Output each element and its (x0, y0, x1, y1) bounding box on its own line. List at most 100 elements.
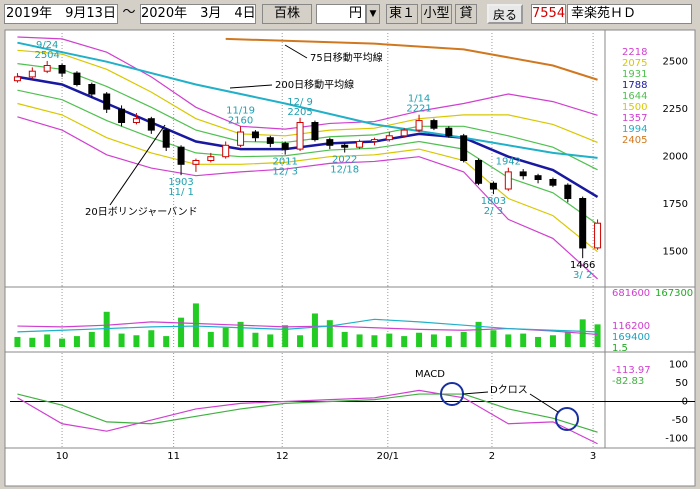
volume-bar (356, 334, 363, 347)
volume-bar (401, 336, 408, 347)
annotation: 1942 (496, 157, 521, 168)
line-series (17, 389, 598, 445)
series-last-label: -82.83 (612, 376, 644, 387)
annotation: 11/19 (226, 105, 255, 116)
candle-body (73, 72, 81, 85)
candle-body (118, 108, 126, 123)
x-tick-label: 2 (489, 451, 495, 462)
lending: 貸 (455, 4, 477, 24)
line-series (225, 37, 598, 81)
candle-body (489, 182, 497, 190)
series-last-label: 1994 (622, 124, 647, 135)
candle-body (385, 135, 393, 141)
volume-bar (282, 325, 289, 347)
x-tick-label: 10 (56, 451, 69, 462)
candle-body (103, 93, 111, 110)
date-to[interactable]: 2020年 3月 4日 (140, 4, 256, 24)
volume-bar (103, 311, 110, 347)
candle-body (311, 122, 319, 141)
annotation: 12/ 9 (287, 97, 313, 108)
tilde: ～ (122, 5, 136, 20)
volume-bar (222, 327, 229, 347)
annotation: 2011 (272, 157, 297, 168)
y-tick-label: 50 (675, 378, 688, 389)
candle-body (564, 184, 572, 199)
side-label: 169400 (612, 332, 650, 343)
line-series (17, 102, 598, 253)
leader-line (109, 124, 166, 206)
volume-bar (341, 331, 348, 347)
candle-body (43, 65, 51, 72)
line-series (17, 116, 598, 280)
volume-bar (535, 336, 542, 347)
annotation: Dクロス (490, 384, 528, 396)
line-series (17, 318, 598, 333)
panel-title: MACD (415, 369, 445, 380)
cross-marker (555, 407, 579, 431)
volume-bar (520, 333, 527, 347)
candle-body (207, 156, 215, 161)
volume-bar (148, 330, 155, 347)
line-series (17, 321, 598, 336)
series-last-label: 1788 (622, 80, 647, 91)
volume-bar (564, 331, 571, 347)
volume-bar (237, 321, 244, 347)
line-series (17, 63, 598, 171)
series-last-label: 1644 (622, 91, 647, 102)
y-tick-label: -100 (665, 434, 688, 445)
market: 東１ (386, 4, 418, 24)
candle-body (341, 144, 349, 148)
y-tick-label: 1500 (663, 247, 688, 258)
volume-bar (490, 330, 497, 347)
annotation: 2504 (34, 50, 59, 61)
volume-bar (59, 338, 66, 347)
candle-body (13, 76, 21, 82)
candle-body (415, 120, 423, 131)
candle-body (88, 84, 96, 95)
side-label: 681600 (612, 288, 650, 299)
y-tick-label: 1750 (663, 199, 688, 210)
volume-bar (267, 334, 274, 347)
y-tick-label: 2250 (663, 104, 688, 115)
date-from[interactable]: 2019年 9月13日 (4, 4, 118, 24)
candle-body (445, 127, 453, 137)
series-last-label: 1357 (622, 113, 647, 124)
x-tick-label: 20/1 (377, 451, 399, 462)
annotation: 1903 (168, 177, 193, 188)
line-series (17, 393, 598, 433)
candle-body (192, 160, 200, 165)
x-tick-label: 3 (590, 451, 596, 462)
annotation: 2/ 3 (484, 206, 503, 217)
y-tick-label: 100 (669, 359, 688, 370)
back-button[interactable]: 戻る (487, 4, 523, 24)
volume-bar (252, 332, 259, 347)
volume-bar (178, 317, 185, 347)
candle-body (266, 137, 274, 144)
stock-code: 7554 (531, 4, 566, 24)
candle-body (400, 129, 408, 137)
leader-line (462, 391, 489, 395)
volume-bar (445, 336, 452, 347)
annotation: 1/14 (408, 94, 430, 105)
candle-body (132, 118, 140, 123)
series-label: 200日移動平均線 (275, 78, 354, 91)
line-series (17, 36, 598, 130)
line-series (17, 89, 598, 225)
line-series (17, 49, 598, 144)
series-last-label: 2218 (622, 47, 647, 58)
candle-body (28, 70, 36, 78)
volume-bar (326, 320, 333, 347)
candle-body (281, 142, 289, 150)
volume-bar (297, 335, 304, 347)
dropdown-arrow[interactable]: ▼ (366, 4, 380, 24)
band-label: 20日ボリンジャーバンド (85, 206, 198, 218)
stock-name: 幸楽苑ＨＤ (567, 4, 692, 24)
volume-bar (386, 333, 393, 347)
volume-bar (549, 335, 556, 347)
currency[interactable]: 円 (316, 4, 366, 24)
x-tick-label: 12 (276, 451, 289, 462)
line-series (17, 75, 599, 199)
side-label: 116200 (612, 321, 650, 332)
volume-bar (29, 337, 36, 347)
